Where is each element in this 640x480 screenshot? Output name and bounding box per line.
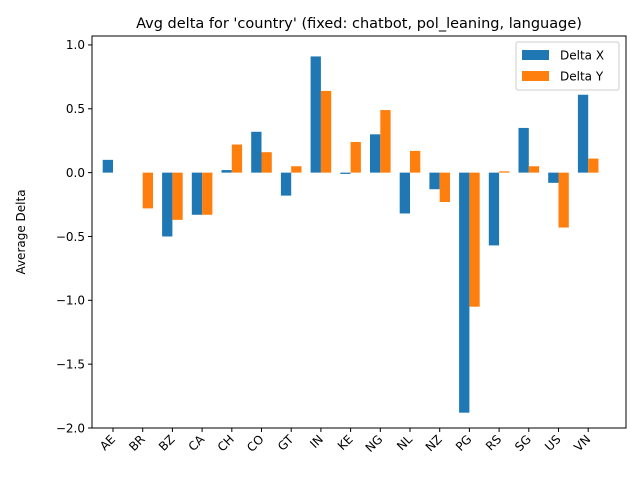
bar-delta-y-ke [350, 141, 361, 173]
bar-delta-x-us [548, 172, 559, 183]
bar-delta-y-gt [291, 166, 302, 173]
bar-delta-x-ch [221, 170, 232, 173]
bar-delta-y-bz [172, 172, 183, 220]
bar-delta-y-in [320, 90, 332, 173]
legend-swatch-delta-x [522, 50, 549, 60]
bar-delta-x-pg [459, 172, 470, 413]
bar-delta-y-pg [469, 172, 480, 307]
bar-delta-x-nz [429, 172, 440, 190]
bars-layer [102, 56, 599, 413]
bar-delta-x-vn [577, 94, 589, 173]
bar-delta-y-nl [410, 150, 421, 173]
plot-frame [91, 35, 627, 429]
bar-delta-y-us [558, 172, 569, 228]
legend-label-delta-y: Delta Y [560, 70, 604, 84]
bar-delta-y-ca [202, 172, 213, 215]
bar-delta-y-vn [588, 158, 599, 173]
legend: Delta X Delta Y [515, 41, 620, 91]
y-axis: 1.0 0.5 0.0 −0.5 −1.0 −1.5 −2.0 [56, 38, 92, 435]
y-tick-label: −1.5 [56, 357, 85, 371]
bar-delta-y-co [261, 152, 272, 173]
y-tick-label: −0.5 [56, 230, 85, 244]
legend-label-delta-x: Delta X [560, 49, 604, 63]
bar-delta-y-sg [528, 166, 540, 173]
bar-delta-y-nz [439, 172, 450, 202]
bar-delta-x-rs [488, 172, 500, 246]
bar-delta-y-br [142, 172, 153, 209]
legend-swatch-delta-y [522, 71, 549, 81]
chart-title: Avg delta for 'country' (fixed: chatbot,… [136, 16, 582, 32]
bar-delta-x-ca [191, 172, 203, 215]
bar-delta-y-rs [499, 171, 510, 173]
bar-delta-x-ae [102, 159, 113, 173]
bar-delta-x-gt [280, 172, 292, 196]
y-tick-label: −1.0 [56, 294, 85, 308]
bar-delta-x-nl [399, 172, 410, 214]
bar-delta-y-ch [231, 144, 243, 173]
y-tick-label: 0.0 [66, 166, 85, 180]
bar-delta-y-ng [380, 110, 391, 173]
bar-delta-x-ke [340, 172, 351, 174]
y-axis-title: Average Delta [14, 189, 28, 274]
bar-delta-x-ng [370, 134, 381, 173]
bar-delta-x-sg [518, 127, 529, 173]
bar-delta-x-in [310, 56, 321, 173]
y-tick-label: −2.0 [56, 421, 85, 435]
bar-delta-x-bz [162, 172, 173, 237]
bar-delta-x-co [251, 131, 262, 173]
y-tick-label: 1.0 [66, 38, 85, 52]
y-tick-label: 0.5 [66, 102, 85, 116]
